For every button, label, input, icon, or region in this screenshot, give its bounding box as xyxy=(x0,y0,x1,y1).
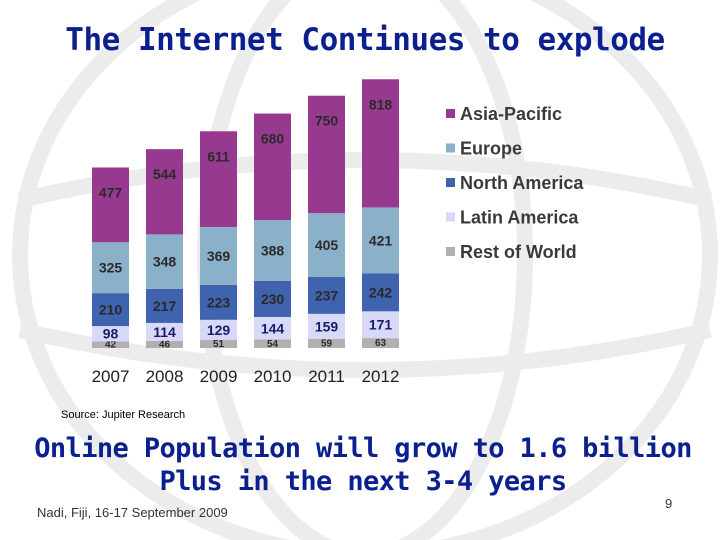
bar-latin-america-2011 xyxy=(308,313,345,339)
bar-latin-america-2010 xyxy=(254,316,291,340)
data-label-north-america-2010: 230 xyxy=(261,291,285,307)
bar-asia-pacific-2009 xyxy=(200,131,237,228)
data-label-latin-america-2010: 144 xyxy=(261,320,285,336)
data-label-latin-america-2011: 159 xyxy=(315,318,339,334)
data-label-rest-of-world-2009: 51 xyxy=(213,339,225,350)
legend-swatch-north-america xyxy=(446,178,455,187)
bar-rest-of-world-2009 xyxy=(200,340,237,348)
bar-europe-2012 xyxy=(362,207,399,274)
bar-europe-2010 xyxy=(254,220,291,281)
bar-north-america-2011 xyxy=(308,276,345,314)
legend-label-asia-pacific: Asia-Pacific xyxy=(460,104,562,124)
bar-asia-pacific-2012 xyxy=(362,79,399,208)
data-label-north-america-2008: 217 xyxy=(153,298,177,314)
legend-label-latin-america: Latin America xyxy=(460,208,579,228)
data-label-north-america-2007: 210 xyxy=(99,302,123,318)
legend-swatch-asia-pacific xyxy=(446,109,455,118)
data-label-rest-of-world-2012: 63 xyxy=(375,338,387,349)
source-note: Source: Jupiter Research xyxy=(61,409,186,421)
data-label-north-america-2011: 237 xyxy=(315,287,339,303)
bar-latin-america-2008 xyxy=(146,322,183,341)
data-label-asia-pacific-2012: 818 xyxy=(369,96,393,112)
x-tick-label-2009: 2009 xyxy=(200,367,238,386)
x-tick-label-2012: 2012 xyxy=(362,367,400,386)
bar-europe-2011 xyxy=(308,213,345,277)
bar-europe-2008 xyxy=(146,234,183,289)
bar-rest-of-world-2007 xyxy=(92,341,129,348)
data-label-latin-america-2012: 171 xyxy=(369,317,393,333)
bar-asia-pacific-2007 xyxy=(92,167,129,243)
data-label-europe-2009: 369 xyxy=(207,248,231,264)
bar-north-america-2007 xyxy=(92,293,129,327)
data-label-rest-of-world-2010: 54 xyxy=(267,339,279,350)
bar-latin-america-2007 xyxy=(92,326,129,342)
data-label-asia-pacific-2007: 477 xyxy=(99,184,123,200)
x-tick-label-2008: 2008 xyxy=(146,367,184,386)
data-label-asia-pacific-2009: 611 xyxy=(207,148,230,164)
data-label-asia-pacific-2010: 680 xyxy=(261,131,285,147)
legend-label-europe: Europe xyxy=(460,139,522,159)
data-label-latin-america-2009: 129 xyxy=(207,322,231,338)
legend-swatch-europe xyxy=(446,143,455,153)
legend-swatch-rest-of-world xyxy=(446,247,455,256)
data-label-europe-2011: 405 xyxy=(315,237,339,253)
data-label-asia-pacific-2011: 750 xyxy=(315,113,339,129)
bar-north-america-2009 xyxy=(200,284,237,320)
slide-headline: Online Population will grow to 1.6 billi… xyxy=(0,432,720,498)
x-tick-label-2011: 2011 xyxy=(308,367,345,386)
bar-asia-pacific-2010 xyxy=(254,113,291,221)
legend-swatch-latin-america xyxy=(446,212,455,222)
bar-latin-america-2009 xyxy=(200,319,237,341)
bar-north-america-2012 xyxy=(362,273,399,312)
bar-europe-2009 xyxy=(200,227,237,285)
bar-asia-pacific-2011 xyxy=(308,95,345,214)
data-label-asia-pacific-2008: 544 xyxy=(153,166,177,182)
data-label-north-america-2009: 223 xyxy=(207,294,231,310)
bar-rest-of-world-2008 xyxy=(146,340,183,348)
data-label-europe-2010: 388 xyxy=(261,243,285,259)
slide-title: The Internet Continues to explode xyxy=(65,22,665,58)
bar-europe-2007 xyxy=(92,242,129,294)
x-tick-label-2007: 2007 xyxy=(92,367,130,386)
bar-rest-of-world-2011 xyxy=(308,338,345,348)
legend-label-rest-of-world: Rest of World xyxy=(460,242,577,262)
bar-rest-of-world-2010 xyxy=(254,339,291,348)
headline-line-1: Online Population will grow to 1.6 billi… xyxy=(34,433,692,464)
page-number: 9 xyxy=(665,496,673,511)
data-label-rest-of-world-2008: 46 xyxy=(159,339,171,350)
bar-north-america-2010 xyxy=(254,280,291,317)
data-label-latin-america-2008: 114 xyxy=(153,324,176,340)
x-tick-label-2010: 2010 xyxy=(254,367,292,386)
bar-rest-of-world-2012 xyxy=(362,338,399,348)
data-label-latin-america-2007: 98 xyxy=(103,326,119,342)
data-label-rest-of-world-2011: 59 xyxy=(321,338,333,349)
data-label-europe-2008: 348 xyxy=(153,254,177,270)
data-label-europe-2012: 421 xyxy=(369,232,393,248)
footer-event: Nadi, Fiji, 16-17 September 2009 xyxy=(37,505,228,520)
bar-north-america-2008 xyxy=(146,288,183,323)
data-label-north-america-2012: 242 xyxy=(369,284,393,300)
headline-line-2: Plus in the next 3-4 years xyxy=(159,466,567,497)
data-label-europe-2007: 325 xyxy=(99,260,123,276)
data-label-rest-of-world-2007: 42 xyxy=(105,340,117,351)
bar-latin-america-2012 xyxy=(362,311,399,339)
bar-asia-pacific-2008 xyxy=(146,149,183,235)
legend-label-north-america: North America xyxy=(460,173,584,193)
